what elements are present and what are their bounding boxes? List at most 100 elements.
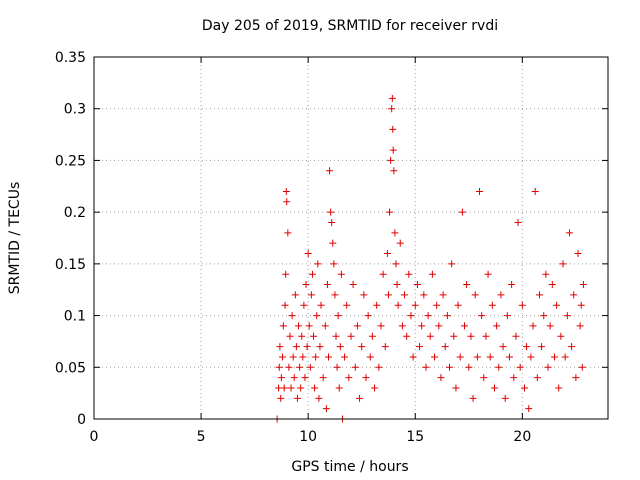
- data-point: [535, 291, 543, 299]
- data-point: [307, 291, 315, 299]
- data-point: [505, 353, 513, 361]
- data-point: [416, 343, 424, 351]
- data-point: [548, 281, 556, 289]
- data-point: [525, 405, 533, 413]
- data-point: [514, 218, 522, 226]
- data-point: [473, 353, 481, 361]
- data-point: [381, 343, 389, 351]
- data-point: [387, 156, 395, 164]
- data-point: [433, 301, 441, 309]
- data-point: [291, 291, 299, 299]
- data-point: [398, 322, 406, 330]
- data-point: [283, 198, 291, 206]
- data-point: [576, 322, 584, 330]
- data-point: [394, 301, 402, 309]
- data-point: [471, 291, 479, 299]
- x-axis-label: GPS time / hours: [291, 459, 408, 475]
- data-point: [529, 322, 537, 330]
- data-point: [428, 270, 436, 278]
- data-point: [335, 384, 343, 392]
- data-point: [431, 353, 439, 361]
- data-point: [508, 281, 516, 289]
- data-point: [289, 353, 297, 361]
- data-point: [383, 250, 391, 258]
- data-point: [321, 322, 329, 330]
- data-point: [467, 332, 475, 340]
- x-tick-label: 15: [406, 429, 424, 445]
- data-point: [287, 384, 295, 392]
- data-point: [448, 260, 456, 268]
- y-tick-label: 0.35: [55, 50, 86, 66]
- data-point: [310, 332, 318, 340]
- y-tick-label: 0.25: [55, 153, 86, 169]
- y-tick-label: 0: [77, 412, 86, 428]
- data-point: [290, 374, 298, 382]
- data-point: [527, 353, 535, 361]
- data-point: [577, 301, 585, 309]
- data-point: [531, 187, 539, 195]
- data-point: [403, 332, 411, 340]
- data-point: [405, 270, 413, 278]
- data-point: [570, 291, 578, 299]
- data-point: [334, 312, 342, 320]
- data-point: [555, 384, 563, 392]
- data-point: [407, 312, 415, 320]
- y-tick-label: 0.3: [64, 102, 86, 118]
- data-point: [579, 281, 587, 289]
- data-point: [278, 353, 286, 361]
- data-point: [275, 363, 283, 371]
- data-point: [351, 363, 359, 371]
- data-point: [336, 343, 344, 351]
- data-point: [409, 353, 417, 361]
- data-point: [314, 260, 322, 268]
- data-point: [550, 353, 558, 361]
- data-point: [349, 281, 357, 289]
- data-point: [574, 250, 582, 258]
- x-tick-label: 20: [513, 429, 531, 445]
- plot-frame: [93, 56, 609, 420]
- data-point: [458, 208, 466, 216]
- data-point: [315, 394, 323, 402]
- data-point: [327, 208, 335, 216]
- data-point: [390, 167, 398, 175]
- data-point: [364, 312, 372, 320]
- data-point: [288, 312, 296, 320]
- data-point: [392, 260, 400, 268]
- data-point: [371, 384, 379, 392]
- data-point: [276, 343, 284, 351]
- data-point: [332, 332, 340, 340]
- grid: [94, 57, 608, 419]
- data-point: [418, 322, 426, 330]
- data-point: [495, 363, 503, 371]
- data-point: [413, 281, 421, 289]
- data-point: [441, 343, 449, 351]
- data-point: [377, 322, 385, 330]
- data-point: [341, 353, 349, 361]
- data-point: [493, 322, 501, 330]
- data-point: [546, 322, 554, 330]
- data-point: [326, 167, 334, 175]
- data-point: [347, 332, 355, 340]
- x-tick-label: 10: [299, 429, 317, 445]
- data-point: [503, 312, 511, 320]
- y-axis-label: SRMTID / TECUs: [7, 182, 23, 295]
- data-point: [568, 343, 576, 351]
- data-point: [319, 374, 327, 382]
- data-point: [533, 374, 541, 382]
- data-point: [488, 301, 496, 309]
- data-point: [331, 291, 339, 299]
- data-point: [565, 229, 573, 237]
- y-tick-label: 0.1: [64, 309, 86, 325]
- data-point: [277, 374, 285, 382]
- data-point: [277, 394, 285, 402]
- data-point: [353, 322, 361, 330]
- data-point: [379, 270, 387, 278]
- data-point: [437, 374, 445, 382]
- data-point: [358, 343, 366, 351]
- data-point: [330, 260, 338, 268]
- data-point: [512, 332, 520, 340]
- data-point: [389, 125, 397, 133]
- data-point: [559, 260, 567, 268]
- x-tick-label: 0: [90, 429, 99, 445]
- data-point: [518, 301, 526, 309]
